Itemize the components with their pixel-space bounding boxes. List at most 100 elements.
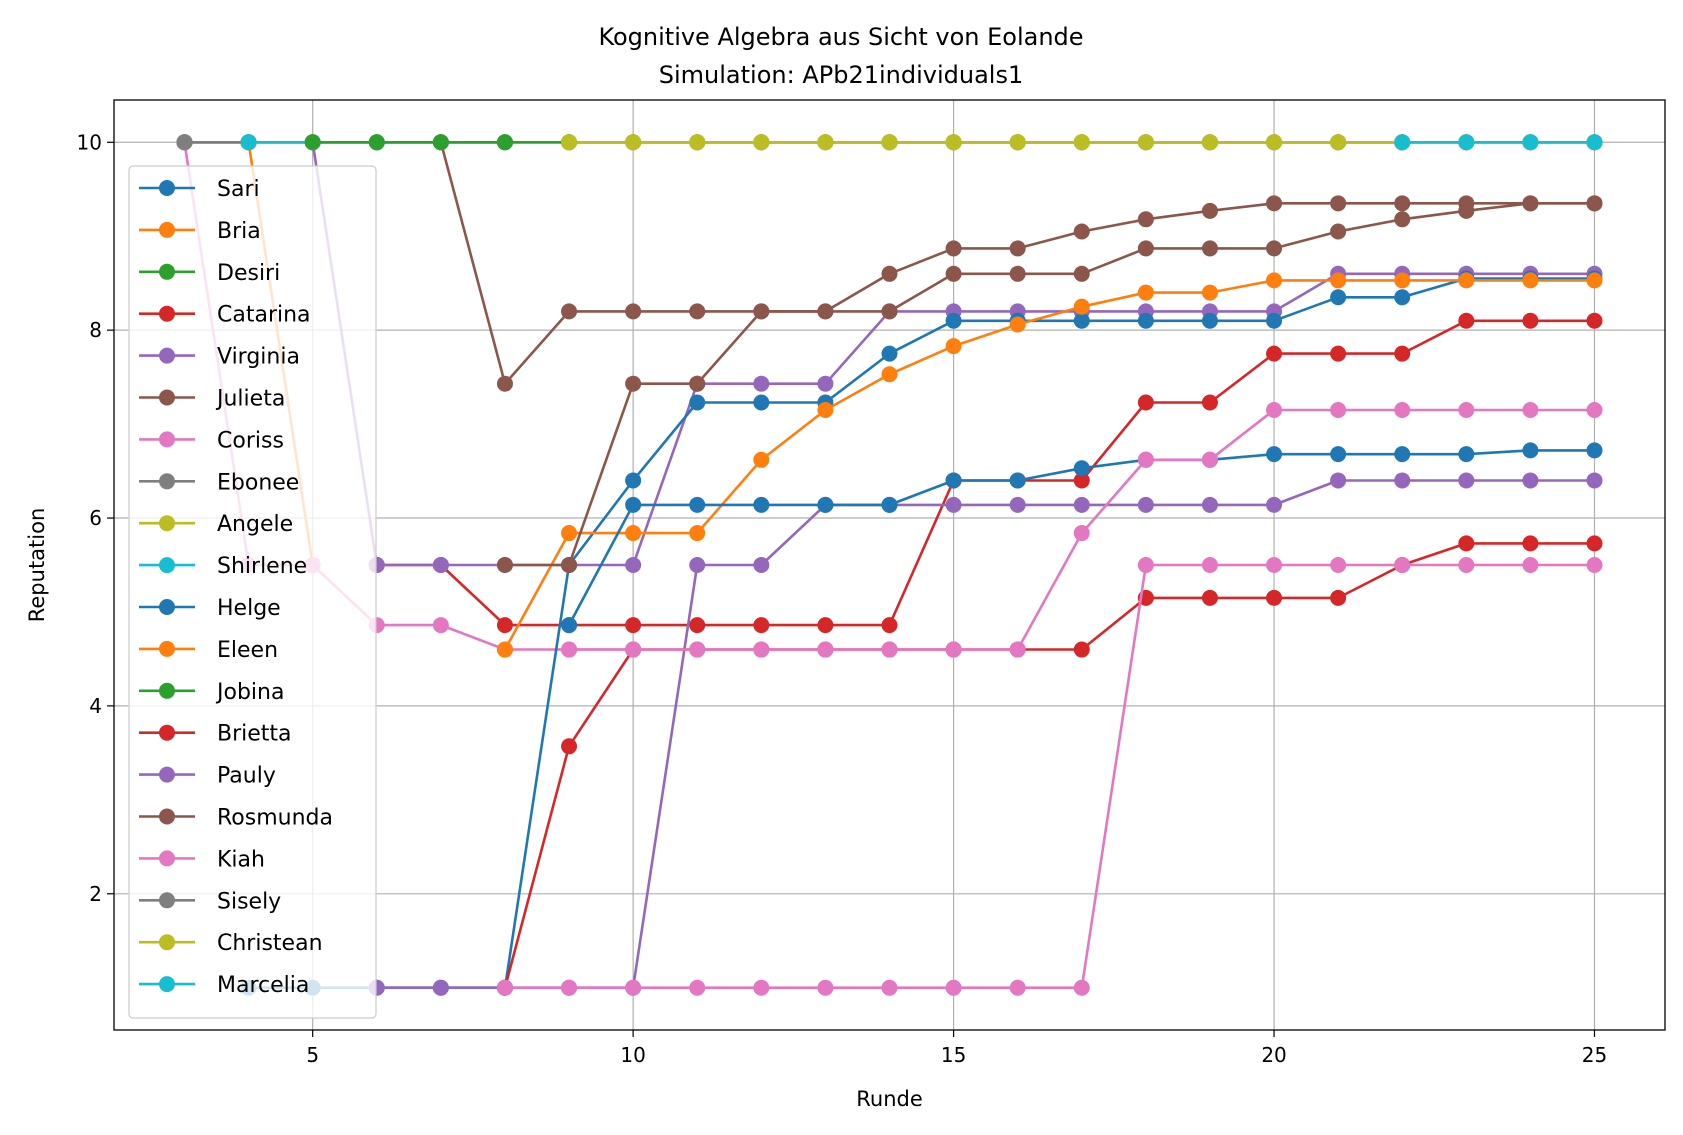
data-point [689,617,706,634]
data-point [1073,979,1090,996]
legend-item-ebonee: Ebonee [139,470,299,495]
data-point [1137,134,1154,151]
data-point [1073,472,1090,489]
data-point [1137,312,1154,329]
data-point [689,496,706,513]
data-point [1522,557,1539,573]
data-point [881,303,898,320]
data-point [817,641,834,658]
legend-label: Angele [217,512,293,537]
x-tick-label: 20 [1261,1043,1286,1067]
data-point [1201,451,1218,468]
data-point [1394,195,1411,212]
data-point [753,394,770,411]
data-point [1394,402,1411,418]
data-point [1266,312,1283,329]
data-point [1266,496,1283,513]
data-point [1266,272,1283,289]
legend-marker [159,557,175,574]
legend-item-shirlene: Shirlene [139,554,307,579]
data-point [561,303,578,320]
chart-subtitle: Simulation: APb21individuals1 [659,61,1023,89]
legend-item-sari: Sari [139,177,260,202]
legend-marker [159,180,175,196]
data-point [753,557,770,573]
legend-label: Shirlene [217,554,307,579]
data-point [1458,202,1475,219]
legend-label: Desiri [217,261,280,286]
data-point [689,303,706,320]
data-point [753,134,770,151]
legend-item-julieta: Julieta [139,387,285,412]
data-point [817,402,834,418]
series-line [503,279,1595,651]
data-point [1266,195,1283,212]
legend-marker [159,850,175,867]
data-point [1266,345,1283,362]
data-point [625,303,642,320]
data-point [1522,134,1539,151]
legend-label: Sari [217,177,260,202]
data-point [1009,265,1026,282]
x-tick-label: 25 [1582,1043,1607,1067]
data-point [240,134,257,151]
legend-label: Kiah [217,847,265,872]
data-point [689,525,706,542]
legend-label: Jobina [215,680,284,705]
legend-label: Ebonee [217,470,299,495]
legend-label: Catarina [217,303,311,328]
data-point [945,979,962,996]
y-tick-label: 2 [89,882,102,906]
data-point [1458,402,1475,418]
data-point [945,496,962,513]
data-point [625,496,642,513]
y-tick-label: 4 [89,694,102,718]
data-point [561,617,578,634]
legend-item-coriss: Coriss [139,428,284,453]
data-point [625,617,642,634]
data-point [881,345,898,362]
data-point [1266,402,1283,418]
legend-marker [159,892,175,909]
legend-label: Sisely [217,889,281,914]
data-point [881,617,898,634]
data-point [1201,557,1218,573]
data-point [817,303,834,320]
data-point [1073,460,1090,477]
data-point [1073,312,1090,329]
legend-item-marcelia: Marcelia [139,973,309,998]
data-point [881,979,898,996]
legend-marker [159,431,175,448]
legend-label: Christean [217,931,323,956]
data-point [625,641,642,658]
data-point [1330,272,1347,289]
data-point [1201,496,1218,513]
data-point [496,134,513,151]
data-point [1330,345,1347,362]
y-tick-label: 6 [89,506,102,530]
data-point [1073,134,1090,151]
data-point [1137,240,1154,257]
data-point [945,312,962,329]
x-tick-label: 10 [620,1043,645,1067]
data-point [1137,496,1154,513]
data-point [1394,472,1411,489]
data-point [753,303,770,320]
legend-marker [159,766,175,783]
data-point [1009,134,1026,151]
data-point [176,134,193,151]
data-point [1266,134,1283,151]
legend-marker [159,515,175,532]
data-point [561,738,578,755]
data-point [817,375,834,392]
legend-item-bria: Bria [139,219,261,244]
legend: Sari Bria Desiri Catarina Virginia Julieta Cor… [128,165,377,1019]
data-point [368,134,385,151]
data-point [689,394,706,411]
legend-marker [159,640,175,657]
data-point [1201,202,1218,219]
legend-item-pauly: Pauly [139,764,276,789]
data-point [1586,557,1603,573]
data-point [1394,272,1411,289]
